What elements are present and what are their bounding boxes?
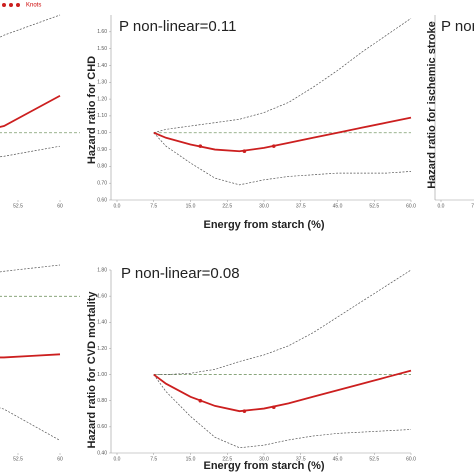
y-tick-label: 1.00 — [97, 130, 107, 136]
y-tick-label: 0.40 — [97, 450, 107, 456]
x-tick-label: 15.0 — [186, 456, 196, 462]
y-tick-label: 1.40 — [97, 63, 107, 69]
x-tick-label: 45.0 — [333, 203, 343, 209]
legend-marker — [9, 3, 13, 7]
x-tick-label: 30.0 — [259, 203, 269, 209]
y-tick-label: 1.40 — [97, 320, 107, 326]
ci-line — [0, 14, 61, 38]
y-tick-label: 1.00 — [97, 372, 107, 378]
spline-line — [153, 369, 412, 413]
y-tick-label: 0.60 — [97, 197, 107, 203]
x-tick-label: 15.0 — [186, 203, 196, 209]
y-tick-label: 0.60 — [97, 424, 107, 430]
panel: 0.0 7.5 P non-linearHazard ratio for ische… — [426, 15, 474, 209]
x-axis-title: Energy from starch (%) — [203, 460, 324, 472]
y-axis-title: Hazard ratio for ischemic stroke — [426, 21, 438, 189]
y-tick-label: 0.70 — [97, 181, 107, 187]
y-axis-title: Hazard ratio for CHD — [86, 56, 98, 164]
y-tick-label: 1.60 — [97, 293, 107, 299]
y-tick-label: 0.90 — [97, 147, 107, 153]
x-tick-label: 22.5 — [222, 203, 232, 209]
y-tick-label: 1.10 — [97, 113, 107, 119]
x-tick-label: 37.5 — [296, 203, 306, 209]
y-tick-label: 1.20 — [97, 346, 107, 352]
x-tick-label: 37.5 — [296, 456, 306, 462]
panel: 0.0 7.5 15.0 22.5 30.0 37.5 45.0 52.5 60.0 0.60 0.… — [86, 15, 416, 231]
x-tick-label: 45.0 — [333, 456, 343, 462]
legend-marker — [2, 3, 6, 7]
y-tick-label: 1.50 — [97, 46, 107, 52]
x-tick-label: 52.5 — [13, 203, 23, 209]
ci-line — [0, 145, 61, 158]
spline-line — [0, 94, 61, 128]
ci-line — [153, 18, 412, 134]
y-tick-label: 1.80 — [97, 267, 107, 273]
y-tick-label: 1.30 — [97, 80, 107, 86]
knot — [198, 398, 203, 403]
x-tick-label: 60 — [57, 203, 63, 209]
y-tick-label: 1.20 — [97, 96, 107, 102]
x-tick-label: 30.0 — [259, 456, 269, 462]
knot — [242, 409, 247, 413]
y-tick-label: 0.80 — [97, 398, 107, 404]
x-tick-label: 60.0 — [406, 203, 416, 209]
ci-line — [0, 264, 61, 273]
spline-line — [153, 116, 412, 153]
x-tick-label: 0.0 — [438, 203, 445, 209]
panel: 0.0 7.5 15.0 22.5 30.0 37.5 45.0 52.5 60.0 0.40 0.… — [86, 265, 416, 472]
x-tick-label: 22.5 — [222, 456, 232, 462]
x-tick-label: 7.5 — [150, 456, 157, 462]
x-tick-label: 0.0 — [114, 456, 121, 462]
x-tick-label: 60 — [57, 456, 63, 462]
knot — [272, 405, 276, 410]
x-tick-label: 60.0 — [406, 456, 416, 462]
y-tick-label: 1.60 — [97, 29, 107, 35]
x-tick-label: 52.5 — [13, 456, 23, 462]
ci-line — [153, 132, 412, 186]
panel: 52.5 60 — [0, 264, 80, 462]
annotation: P non-linear=0.08 — [121, 265, 240, 282]
x-tick-label: 0.0 — [114, 203, 121, 209]
knot — [272, 144, 276, 148]
legend-label: Knots — [26, 3, 41, 9]
annotation: P non-linear — [441, 18, 474, 35]
x-tick-label: 7.5 — [471, 203, 474, 209]
knot — [242, 149, 247, 154]
ci-line — [153, 374, 412, 449]
annotation: P non-linear=0.11 — [119, 18, 236, 35]
ci-line — [153, 269, 412, 375]
knot — [198, 144, 203, 148]
y-tick-label: 0.80 — [97, 164, 107, 170]
spline-line — [0, 353, 61, 359]
x-tick-label: 52.5 — [369, 203, 379, 209]
x-tick-label: 7.5 — [150, 203, 157, 209]
x-tick-label: 52.5 — [369, 456, 379, 462]
y-axis-title: Hazard ratio for CVD mortality — [86, 291, 98, 449]
legend-marker — [16, 3, 20, 7]
x-axis-title: Energy from starch (%) — [203, 219, 324, 231]
panel: 52.5 60 Knots — [0, 3, 80, 209]
ci-line — [0, 407, 61, 441]
